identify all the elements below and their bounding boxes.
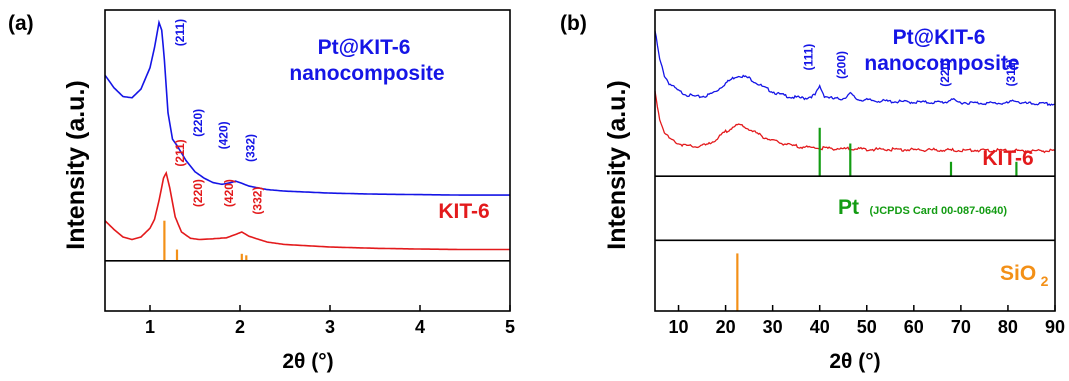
panel-b-series-layer: (111) (200) (220) (311) [654, 30, 1056, 154]
panel-a-series-line-0 [104, 19, 510, 196]
panel-b-series-0-peak-label-2: (220) [938, 59, 952, 87]
panel-b-plot-frame [654, 9, 1056, 312]
panel-a-series-line-1 [104, 170, 510, 251]
panel-a-ylabel: Intensity (a.u.) [62, 80, 90, 249]
panel-b-xlabel: 2θ (°) [829, 350, 880, 373]
panel-a-series-1-peak-label-2: (420) [222, 179, 236, 207]
sio2-reference-subscript: 2 [1041, 273, 1049, 289]
panel-b-pt-reference-label: Pt (JCPDS Card 00-087-0640) [838, 196, 1007, 219]
panel-b-series-0-peak-label-0: (111) [802, 44, 816, 71]
panel-a-x-tick-label-0: 1 [145, 317, 155, 337]
panel-b-series-line-1 [654, 90, 1056, 154]
panel-a-blue-label-line-2: nanocomposite [289, 62, 444, 85]
panel-a-xlabel: 2θ (°) [282, 350, 333, 373]
panel-a-blue-series-label: Pt@KIT-6 nanocomposite [289, 36, 444, 85]
panel-a-x-tick-label-4: 5 [505, 317, 515, 337]
panel-b-x-tick-label-4: 50 [857, 317, 877, 337]
panel-b-label: (b) [560, 12, 587, 35]
panel-a-x-ticks: 1 2 3 4 5 [145, 305, 515, 337]
panel-b-x-tick-label-8: 90 [1045, 317, 1065, 337]
panel-b-series-0-peak-label-3: (311) [1004, 59, 1018, 86]
panel-b-reference-sticks [736, 127, 1018, 311]
panel-b-blue-series-label: Pt@KIT-6 nanocomposite [864, 26, 1019, 75]
panel-a-series-0-peak-label-1: (220) [191, 109, 205, 137]
panel-b-x-tick-label-3: 40 [810, 317, 830, 337]
panel-a-series-layer: (211) (220) (420) (332) (211) (220) (420) (332) [104, 19, 510, 251]
panel-b-x-tick-label-7: 80 [998, 317, 1018, 337]
panel-b-series-0-peak-label-1: (200) [835, 51, 849, 79]
panel-a-label: (a) [8, 12, 34, 35]
panel-b-series-line-0 [654, 30, 1055, 107]
panel-a-series-0-peak-label-0: (211) [173, 19, 187, 46]
panel-b-ylabel: Intensity (a.u.) [603, 80, 631, 249]
panel-b-x-tick-label-1: 20 [716, 317, 736, 337]
panel-a-series-0-peak-label-3: (332) [243, 134, 257, 162]
panel-a-series-1-peak-label-0: (211) [173, 139, 187, 166]
pt-reference-card: (JCPDS Card 00-087-0640) [869, 205, 1007, 217]
panel-a-reference-sticks [163, 220, 248, 261]
panel-a-x-tick-label-2: 3 [325, 317, 335, 337]
sio2-reference-name: SiO [1000, 262, 1036, 285]
panel-a-series-1-peak-label-3: (332) [251, 187, 265, 215]
panel-b: (b) Intensity (a.u.) (111) (200) (220) (311… [560, 9, 1065, 373]
panel-a-series-0-peak-label-2: (420) [216, 121, 230, 149]
panel-b-red-series-label: KIT-6 [982, 147, 1033, 170]
panel-a-plot-frame [104, 9, 511, 312]
panel-b-x-tick-label-6: 70 [951, 317, 971, 337]
panel-b-x-tick-label-5: 60 [904, 317, 924, 337]
panel-a-blue-label-line-1: Pt@KIT-6 [318, 36, 411, 59]
panel-b-blue-label-line-2: nanocomposite [864, 52, 1019, 75]
panel-b-x-ticks: 10 20 30 40 50 60 70 80 90 [669, 305, 1065, 337]
panel-b-x-tick-label-0: 10 [669, 317, 689, 337]
panel-a-series-1-peak-label-1: (220) [191, 179, 205, 207]
panel-a-x-tick-label-1: 2 [235, 317, 245, 337]
panel-b-x-tick-label-2: 30 [763, 317, 783, 337]
pt-reference-name: Pt [838, 196, 859, 219]
panel-a-red-series-label: KIT-6 [438, 200, 489, 223]
panel-b-sio2-reference-label: SiO 2 [1000, 262, 1049, 289]
panel-b-blue-label-line-1: Pt@KIT-6 [893, 26, 986, 49]
panel-a-x-tick-label-3: 4 [415, 317, 425, 337]
panel-a: (a) Intensity (a.u.) (211) (220) (420) (332… [8, 9, 515, 373]
